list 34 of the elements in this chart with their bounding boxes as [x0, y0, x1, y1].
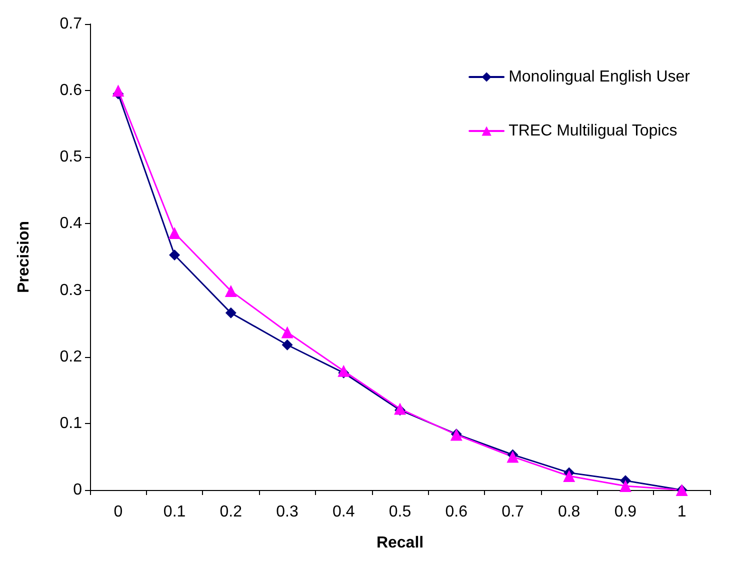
point — [563, 470, 576, 482]
y-axis-title: Precision — [16, 220, 32, 294]
x-tick-label: 0 — [114, 504, 123, 520]
x-tick-label: 0.7 — [502, 504, 524, 520]
point — [224, 284, 237, 297]
legend-label: Monolingual English User — [508, 68, 691, 86]
y-tick-label: 0 — [73, 482, 82, 498]
point — [112, 84, 124, 97]
y-tick-label: 0.6 — [60, 82, 82, 100]
point — [168, 227, 181, 240]
point — [506, 450, 519, 463]
x-tick-label: 0.9 — [614, 504, 637, 520]
x-tick-label: 0.8 — [558, 504, 580, 520]
x-tick-label: 0.4 — [332, 504, 355, 520]
x-axis-title: Recall — [376, 534, 424, 552]
y-tick-label: 0.5 — [60, 148, 82, 166]
x-tick-label: 1 — [677, 504, 686, 520]
point — [281, 326, 294, 338]
x-tick-label: 0.1 — [163, 504, 186, 520]
x-tick-label: 0.6 — [445, 504, 468, 520]
y-tick-label: 0.3 — [60, 282, 82, 299]
y-tick-label: 0.1 — [60, 414, 82, 432]
x-tick-label: 0.5 — [388, 504, 412, 520]
point — [225, 307, 236, 318]
point — [282, 339, 293, 350]
legend-label: TREC Multiligual Topics — [508, 122, 678, 140]
y-tick-label: 0.7 — [60, 16, 82, 32]
point — [338, 364, 350, 377]
point — [619, 480, 632, 492]
x-tick-label: 0.2 — [220, 504, 242, 520]
y-tick-label: 0.2 — [60, 348, 82, 366]
x-tick-label: 0.3 — [276, 504, 298, 520]
point — [169, 250, 180, 261]
y-tick-label: 0.4 — [60, 215, 82, 232]
